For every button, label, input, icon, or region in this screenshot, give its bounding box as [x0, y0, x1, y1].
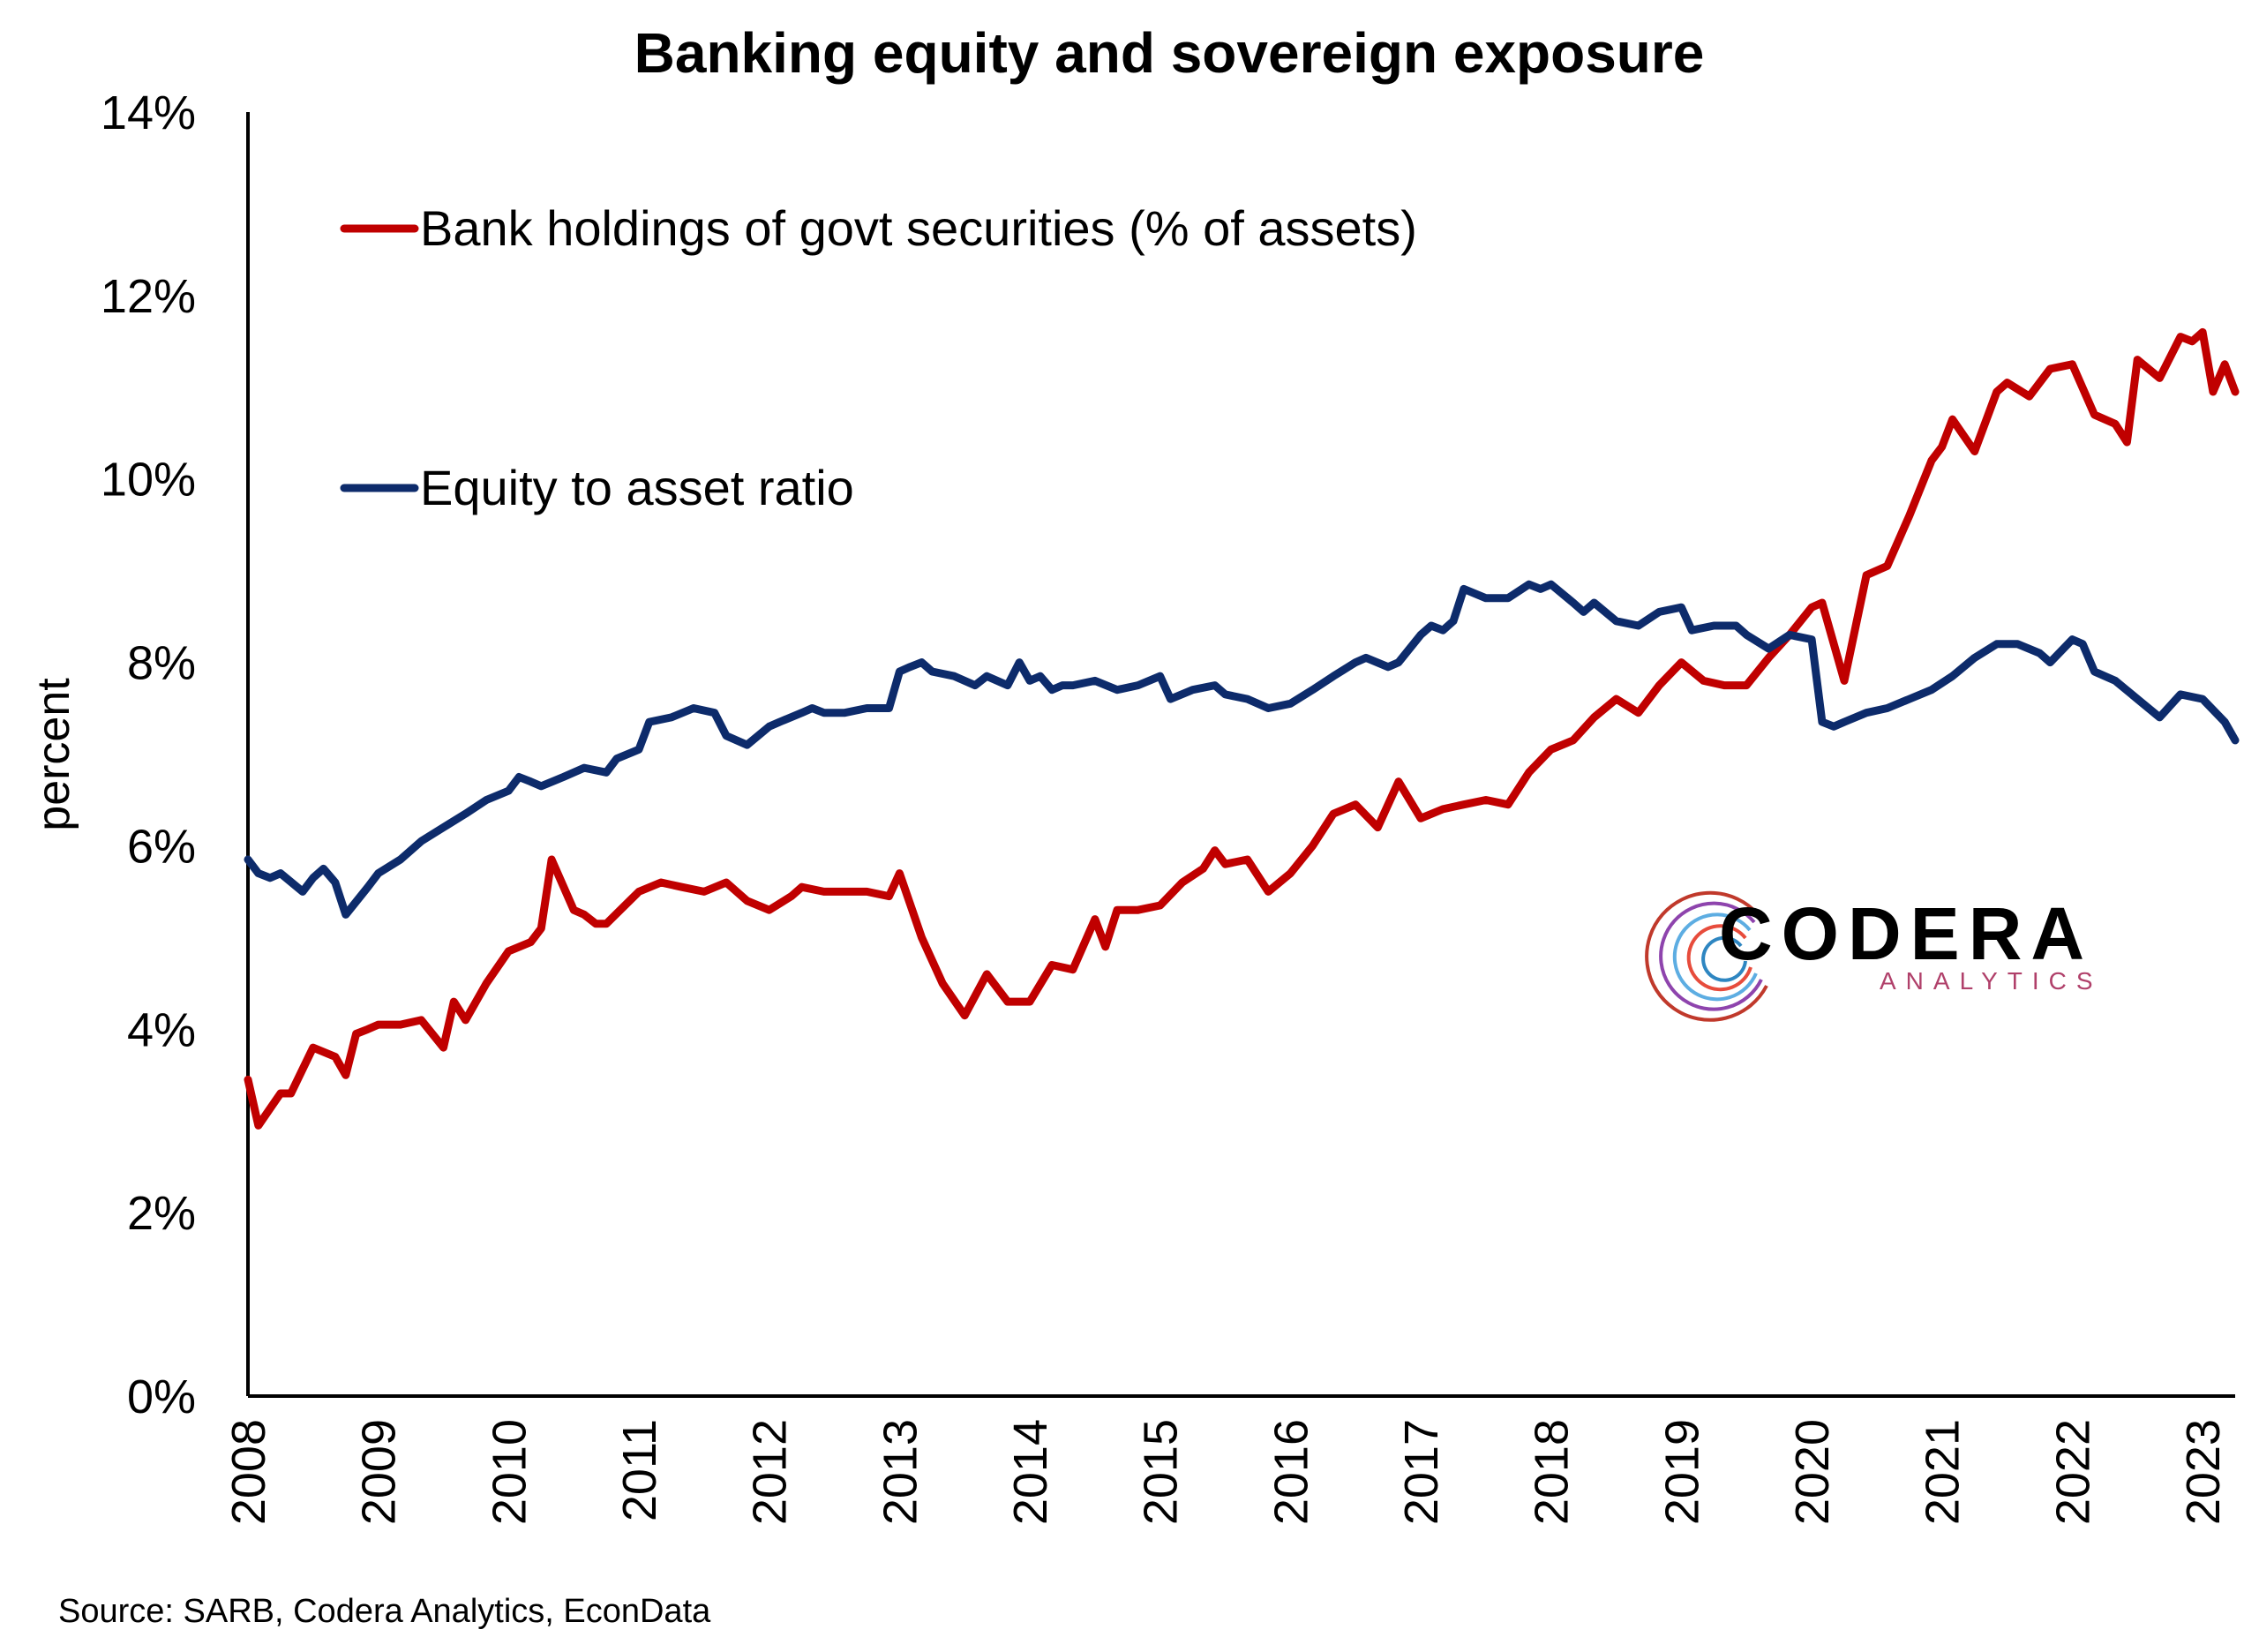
- y-tick-label: 14%: [101, 86, 196, 139]
- x-tick-label: 2013: [874, 1419, 927, 1525]
- x-tick-label: 2017: [1395, 1419, 1448, 1525]
- logo-wordmark: CODERA: [1719, 892, 2093, 975]
- source-note: Source: SARB, Codera Analytics, EconData: [58, 1593, 711, 1630]
- chart-title: Banking equity and sovereign exposure: [634, 21, 1705, 85]
- y-axis-ticks: 0% 2% 4% 6% 8% 10% 12% 14%: [101, 86, 196, 1423]
- x-tick-label: 2020: [1786, 1419, 1839, 1525]
- x-tick-label: 2021: [1917, 1419, 1970, 1525]
- x-axis-ticks: 2008 2009 2010 2011 2012 2013 2014 2015 2016 2017…: [222, 1419, 2230, 1525]
- x-tick-label: 2008: [222, 1419, 275, 1525]
- codera-logo-mark-icon: [1645, 890, 1768, 1022]
- x-tick-label: 2022: [2046, 1419, 2099, 1525]
- x-tick-label: 2010: [483, 1419, 536, 1525]
- x-tick-label: 2014: [1004, 1419, 1057, 1525]
- y-tick-label: 2%: [127, 1187, 196, 1240]
- x-tick-label: 2019: [1655, 1419, 1708, 1525]
- x-tick-label: 2016: [1265, 1419, 1317, 1525]
- y-tick-label: 10%: [101, 454, 196, 507]
- legend-label-govt-securities: Bank holdings of govt securities (% of a…: [420, 200, 1417, 256]
- y-tick-label: 6%: [127, 820, 196, 873]
- x-tick-label: 2018: [1526, 1419, 1579, 1525]
- legend: Bank holdings of govt securities (% of a…: [340, 200, 1417, 515]
- y-tick-label: 0%: [127, 1370, 196, 1423]
- logo-subtitle: ANALYTICS: [1880, 967, 2103, 995]
- y-tick-label: 4%: [127, 1003, 196, 1056]
- x-tick-label: 2015: [1135, 1419, 1188, 1525]
- x-tick-label: 2012: [744, 1419, 797, 1525]
- x-tick-label: 2011: [613, 1419, 666, 1521]
- series-lines: [244, 327, 2240, 1130]
- series-line-equity-ratio: [244, 580, 2240, 919]
- y-tick-label: 8%: [127, 637, 196, 690]
- y-axis-label: percent: [28, 678, 79, 831]
- x-tick-label: 2009: [353, 1419, 406, 1525]
- x-tick-label: 2023: [2177, 1419, 2230, 1525]
- y-tick-label: 12%: [101, 270, 196, 323]
- codera-logo: CODERA ANALYTICS: [1645, 890, 2103, 1022]
- series-line-govt-securities: [244, 327, 2240, 1130]
- legend-label-equity-ratio: Equity to asset ratio: [420, 460, 854, 515]
